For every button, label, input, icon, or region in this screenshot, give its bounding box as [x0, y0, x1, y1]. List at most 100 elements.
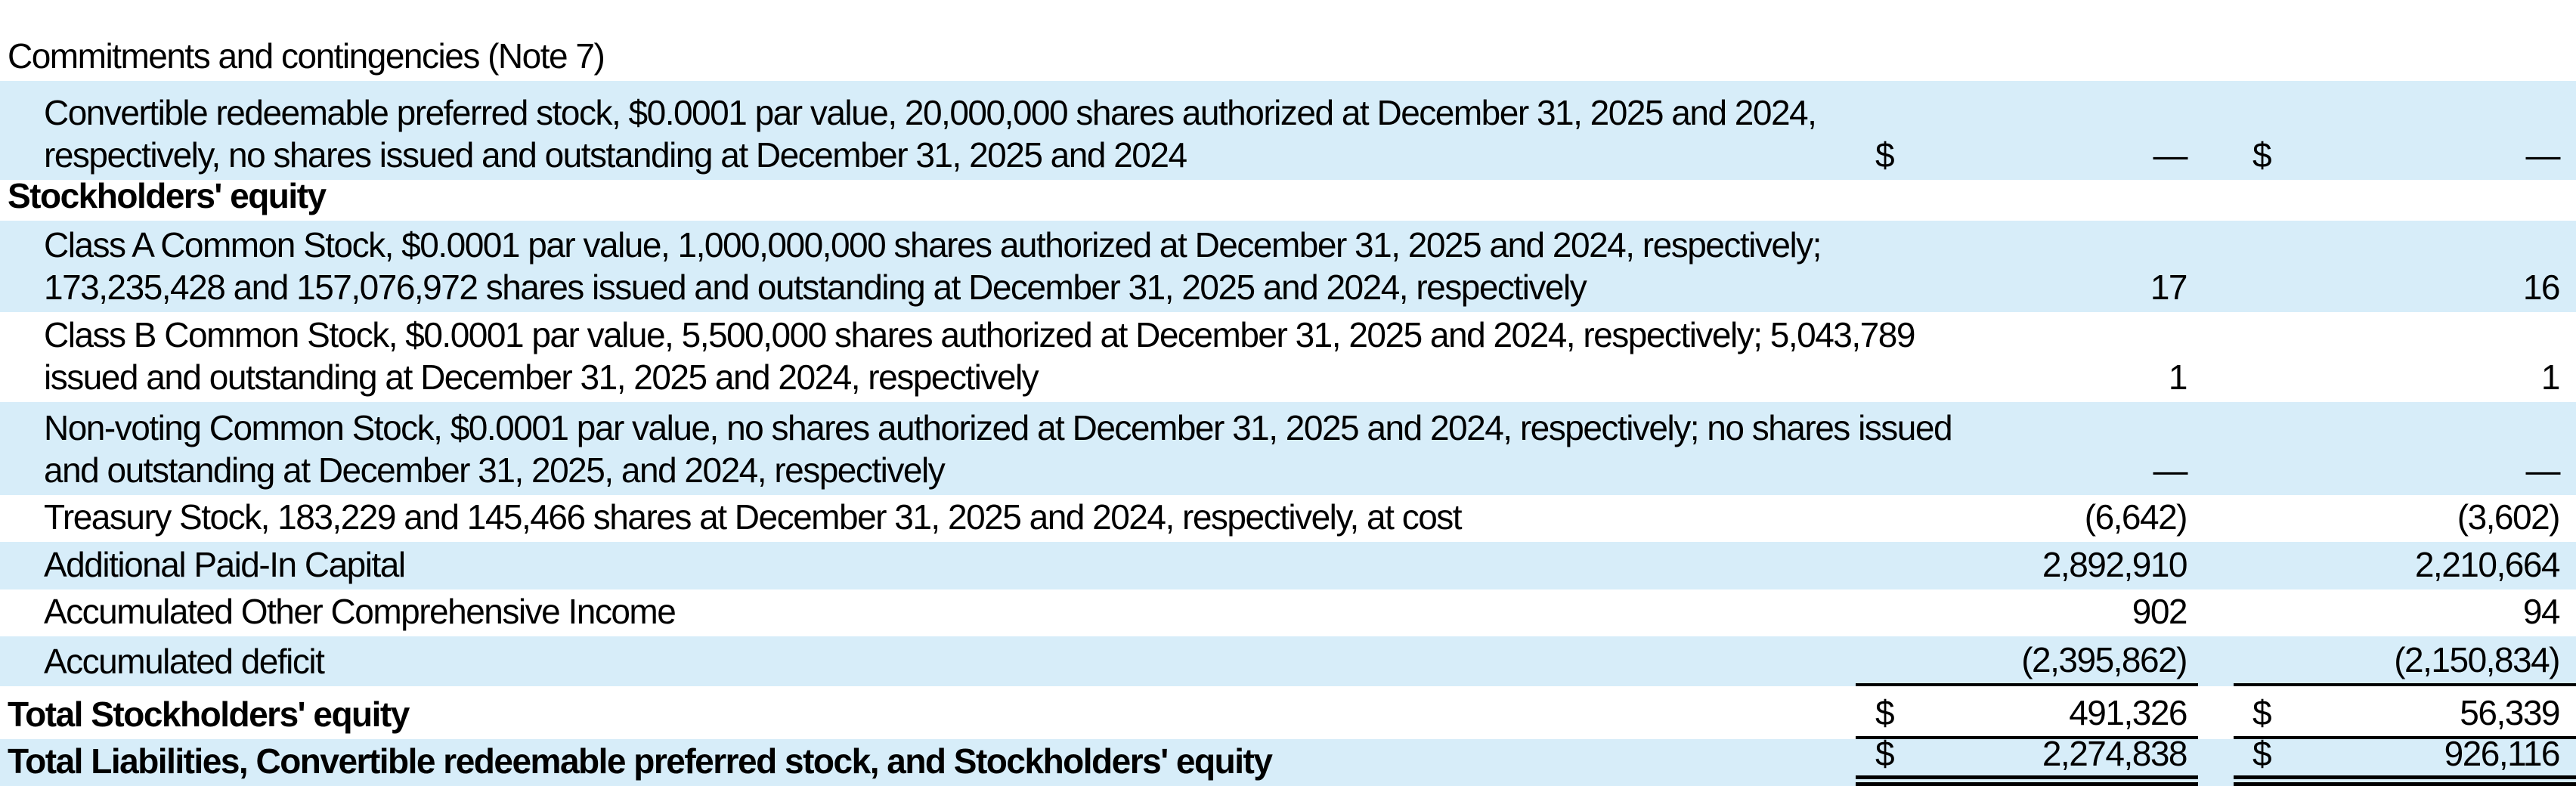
row-label-line: Treasury Stock, 183,229 and 145,466 shar… [44, 497, 1463, 537]
column-gap [2198, 542, 2234, 590]
column-gap [2198, 34, 2234, 81]
column-gap [2198, 81, 2234, 180]
value-cell-col1: $ 491,326 [1856, 686, 2198, 739]
dollar-sign-col1: $ [1875, 135, 1895, 175]
value-cell-col2: (2,150,834) [2234, 636, 2576, 686]
row-label-line: Commitments and contingencies (Note 7) [8, 36, 605, 76]
value-cell-col2 [2234, 180, 2576, 221]
row-label-line: Total Stockholders' equity [8, 695, 410, 734]
row-label: Stockholders' equity [0, 176, 1856, 221]
row-label: Total Liabilities, Convertible redeemabl… [0, 739, 1856, 786]
column-gap [2198, 312, 2234, 402]
amount-col2: 56,339 [2460, 693, 2560, 732]
dollar-sign-col2: $ [2252, 135, 2272, 175]
column-gap [2198, 221, 2234, 312]
column-gap [2198, 495, 2234, 542]
table-row-accumulated-deficit: Accumulated deficit (2,395,862) (2,150,8… [0, 636, 2576, 686]
row-label-line: 173,235,428 and 157,076,972 shares issue… [44, 268, 1587, 307]
column-gap [2198, 636, 2234, 686]
row-label: Treasury Stock, 183,229 and 145,466 shar… [0, 495, 1856, 542]
row-label-line: Class B Common Stock, $0.0001 par value,… [44, 315, 1915, 354]
row-label-line: issued and outstanding at December 31, 2… [44, 357, 1039, 397]
table-row-stockholders-equity-header: Stockholders' equity [0, 176, 2576, 221]
row-label: Additional Paid-In Capital [0, 542, 1856, 590]
row-label: Accumulated deficit [0, 636, 1856, 686]
value-cell-col2: $ 926,116 [2234, 734, 2576, 786]
row-label-line: Accumulated deficit [44, 642, 325, 681]
row-label-line: Additional Paid-In Capital [44, 545, 406, 584]
value-cell-col1: $ — [1856, 81, 2198, 180]
row-label: Class A Common Stock, $0.0001 par value,… [0, 221, 1856, 312]
row-label-line: Class A Common Stock, $0.0001 par value,… [44, 225, 1822, 265]
dollar-sign-col1: $ [1875, 693, 1895, 732]
table-row-class-b-common-stock: Class B Common Stock, $0.0001 par value,… [0, 312, 2576, 402]
value-cell-col2: (3,602) [2234, 495, 2576, 542]
value-cell-col1: (2,395,862) [1856, 636, 2198, 686]
value-cell-col2: $ — [2234, 81, 2576, 180]
value-cell-col1: 1 [1856, 312, 2198, 402]
dollar-sign-col1: $ [1875, 734, 1895, 773]
amount-col1: 2,892,910 [2042, 545, 2188, 584]
table-row-accumulated-other-comprehensive-income: Accumulated Other Comprehensive Income 9… [0, 590, 2576, 636]
row-label-line: Total Liabilities, Convertible redeemabl… [8, 741, 1273, 781]
dollar-sign-col2: $ [2252, 693, 2272, 732]
row-label: Non-voting Common Stock, $0.0001 par val… [0, 402, 1953, 495]
row-label: Commitments and contingencies (Note 7) [0, 34, 1856, 81]
amount-col2: 1 [2540, 357, 2561, 397]
row-label-line: Convertible redeemable preferred stock, … [44, 93, 1817, 132]
value-cell-col2: 2,210,664 [2234, 542, 2576, 590]
row-label-line: Accumulated Other Comprehensive Income [44, 592, 677, 631]
value-cell-col2: 16 [2234, 221, 2576, 312]
amount-col1: — [2153, 450, 2188, 490]
row-label: Class B Common Stock, $0.0001 par value,… [0, 312, 1915, 402]
value-cell-col1 [1856, 180, 2198, 221]
value-cell-col2: 1 [2234, 312, 2576, 402]
amount-col2: — [2525, 135, 2561, 175]
value-cell-col1: 17 [1856, 221, 2198, 312]
value-cell-col2: $ 56,339 [2234, 686, 2576, 739]
value-cell-col1 [1856, 34, 2198, 81]
column-gap [2198, 739, 2234, 786]
column-gap [2198, 590, 2234, 636]
amount-col2: — [2525, 450, 2561, 490]
row-label: Total Stockholders' equity [0, 686, 1856, 739]
value-cell-col1: 2,892,910 [1856, 542, 2198, 590]
row-label-line: and outstanding at December 31, 2025, an… [44, 450, 946, 490]
table-row-total-liabilities-preferred-stock-and-stockholders-equity: Total Liabilities, Convertible redeemabl… [0, 734, 2576, 786]
value-cell-col1: $ 2,274,838 [1856, 734, 2198, 786]
value-cell-col2 [2234, 34, 2576, 81]
value-cell-col2: — [2234, 402, 2576, 495]
dollar-sign-col2: $ [2252, 734, 2272, 773]
table-row-class-a-common-stock: Class A Common Stock, $0.0001 par value,… [0, 221, 2576, 312]
amount-col1: 1 [2168, 357, 2188, 397]
amount-col2: 2,210,664 [2414, 545, 2561, 584]
row-label-line: respectively, no shares issued and outst… [44, 135, 1187, 175]
column-gap [2198, 686, 2234, 739]
amount-col1: (2,395,862) [2021, 640, 2187, 679]
value-cell-col1: 902 [1856, 590, 2198, 636]
value-cell-col1: — [1856, 402, 2198, 495]
amount-col1: 491,326 [2069, 693, 2187, 732]
amount-col2: 16 [2522, 268, 2561, 307]
amount-col2: 926,116 [2444, 734, 2561, 773]
table-row-non-voting-common-stock: Non-voting Common Stock, $0.0001 par val… [0, 402, 2576, 495]
value-cell-col1: (6,642) [1856, 495, 2198, 542]
amount-col1: — [2153, 135, 2188, 175]
table-row-total-stockholders-equity: Total Stockholders' equity $ 491,326 $ 5… [0, 686, 2576, 739]
value-cell-col2: 94 [2234, 590, 2576, 636]
amount-col1: 17 [2150, 268, 2188, 307]
amount-col2: (2,150,834) [2394, 640, 2560, 679]
amount-col1: 2,274,838 [2042, 734, 2188, 773]
column-gap [2198, 180, 2234, 221]
table-row-treasury-stock: Treasury Stock, 183,229 and 145,466 shar… [0, 495, 2576, 542]
row-label-line: Non-voting Common Stock, $0.0001 par val… [44, 408, 1953, 447]
amount-col2: 94 [2522, 592, 2561, 631]
amount-col2: (3,602) [2457, 497, 2561, 537]
amount-col1: (6,642) [2084, 497, 2188, 537]
table-row-convertible-redeemable-preferred-stock: Convertible redeemable preferred stock, … [0, 81, 2576, 180]
table-row-additional-paid-in-capital: Additional Paid-In Capital 2,892,910 2,2… [0, 542, 2576, 590]
amount-col1: 902 [2132, 592, 2188, 631]
row-label-line: Stockholders' equity [8, 176, 327, 215]
column-gap [2198, 402, 2234, 495]
